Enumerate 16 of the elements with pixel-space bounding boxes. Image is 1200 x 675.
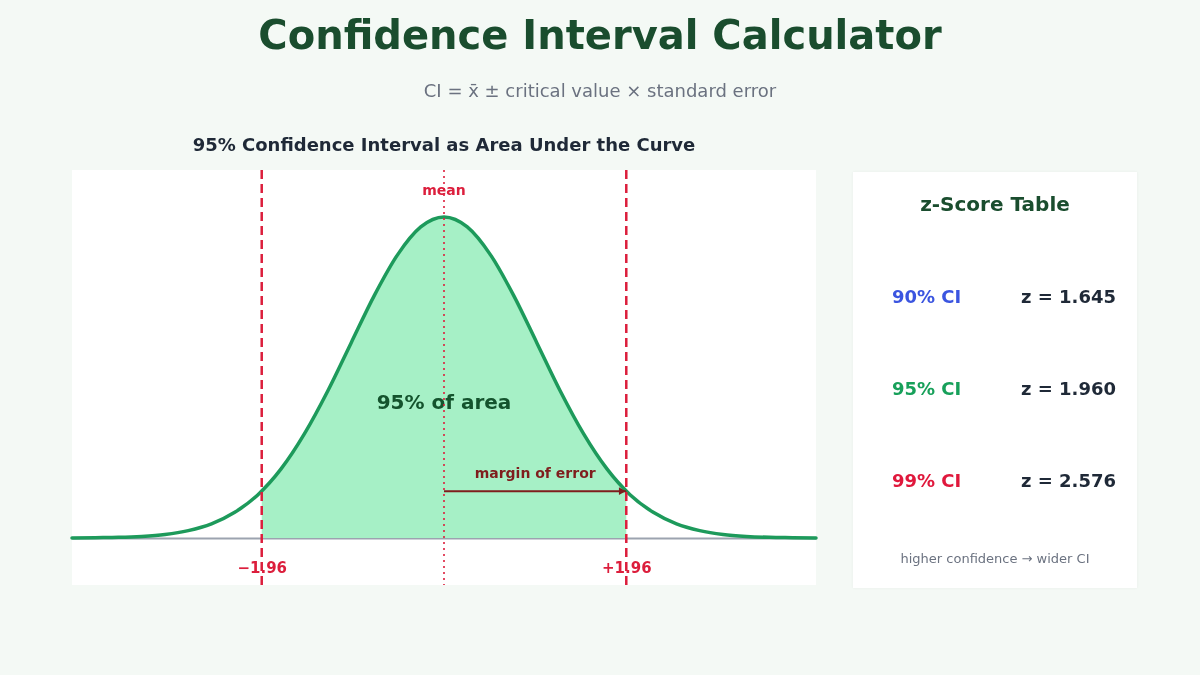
chart-title: 95% Confidence Interval as Area Under the Curve [192,133,696,155]
annotation: 95% of area [376,390,512,415]
text: 90% CI [892,285,962,309]
x-tick-label: −1.96 [237,558,288,577]
text: z-Score Table [920,192,1070,216]
text: z = 1.960 [1020,377,1116,401]
annotation: margin of error [474,465,596,482]
text: z = 1.645 [1020,285,1116,309]
text: 99% CI [892,469,962,493]
text: 95% CI [892,377,962,401]
x-tick-label: +1.96 [601,558,652,577]
text: higher confidence → wider CI [900,551,1090,566]
text: Confidence Interval Calculator [258,12,942,58]
text: CI = x̄ ± critical value × standard error [423,80,777,101]
ref-line-label: mean [422,182,466,198]
text: z = 2.576 [1020,469,1116,493]
